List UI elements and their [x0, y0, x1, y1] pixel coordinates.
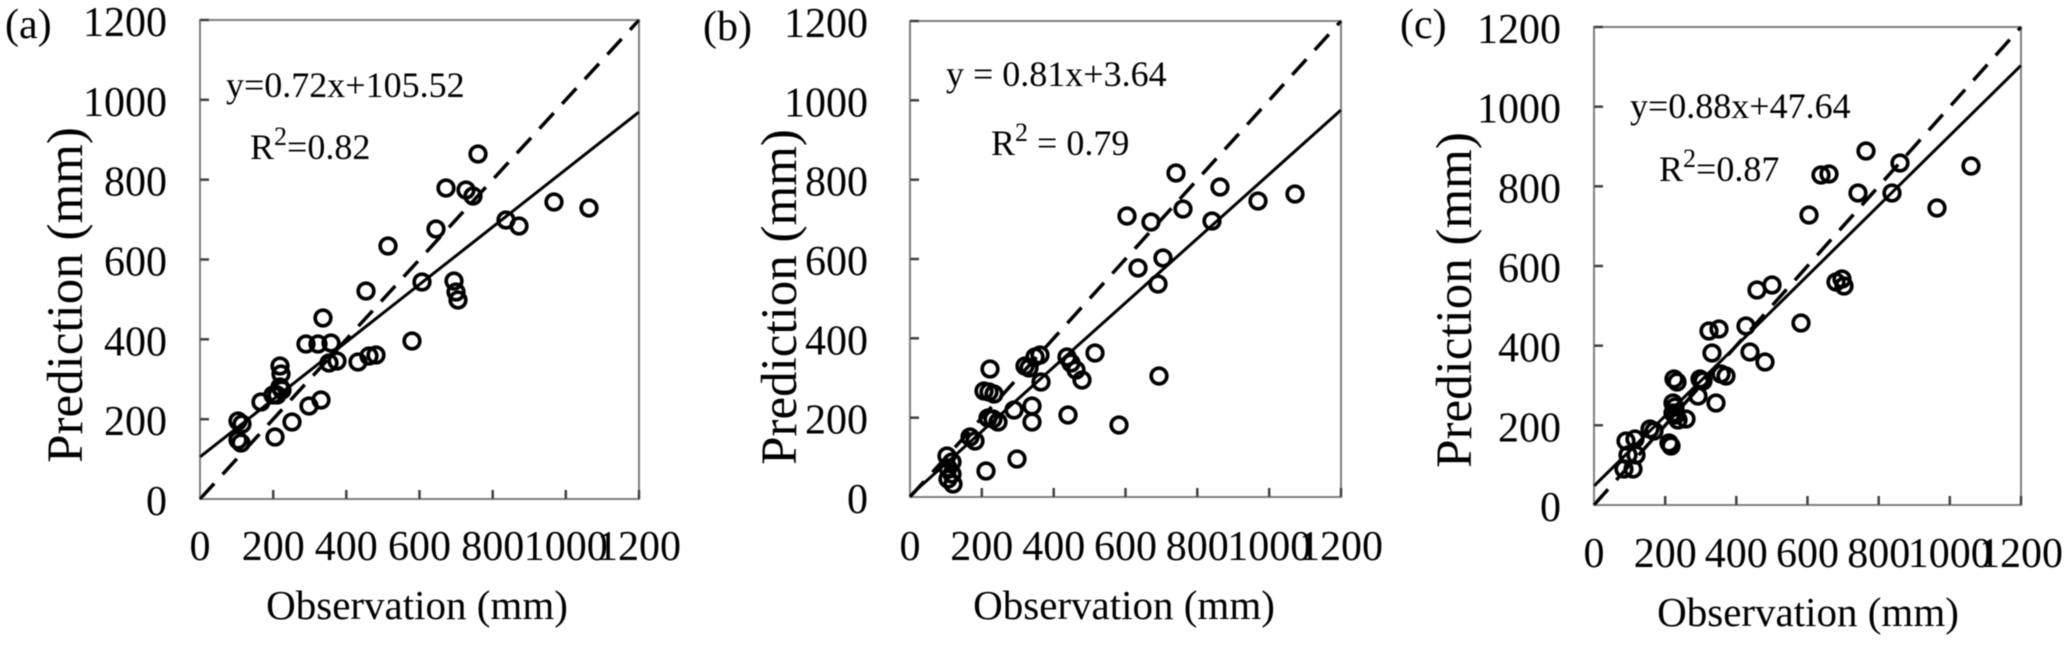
- svg-text:400: 400: [1498, 326, 1561, 372]
- svg-text:200: 200: [242, 524, 305, 570]
- svg-text:Prediction (mm): Prediction (mm): [752, 129, 808, 465]
- svg-text:200: 200: [104, 399, 167, 445]
- svg-text:1000: 1000: [784, 80, 868, 126]
- svg-text:1000: 1000: [1908, 531, 1992, 577]
- svg-text:400: 400: [1705, 531, 1768, 577]
- svg-text:Observation (mm): Observation (mm): [1657, 589, 1959, 635]
- svg-text:1200: 1200: [784, 1, 868, 47]
- svg-text:1200: 1200: [1477, 7, 1561, 53]
- svg-text:200: 200: [1634, 531, 1697, 577]
- svg-text:200: 200: [950, 524, 1013, 570]
- svg-text:400: 400: [315, 524, 378, 570]
- svg-text:200: 200: [805, 398, 868, 444]
- svg-text:400: 400: [104, 319, 167, 365]
- svg-text:y=0.88x+47.64: y=0.88x+47.64: [1630, 86, 1851, 126]
- svg-text:(a): (a): [5, 2, 52, 48]
- svg-text:0: 0: [847, 477, 868, 523]
- svg-text:800: 800: [1498, 166, 1561, 212]
- svg-text:1000: 1000: [1477, 87, 1561, 133]
- svg-text:800: 800: [1166, 524, 1229, 570]
- svg-text:Observation (mm): Observation (mm): [266, 582, 568, 628]
- svg-text:0: 0: [190, 524, 211, 570]
- svg-text:200: 200: [1498, 405, 1561, 451]
- svg-text:(b): (b): [703, 4, 752, 50]
- svg-text:400: 400: [805, 318, 868, 364]
- svg-text:Prediction (mm): Prediction (mm): [38, 127, 94, 463]
- svg-text:600: 600: [805, 239, 868, 285]
- svg-text:800: 800: [805, 160, 868, 206]
- svg-text:1200: 1200: [597, 524, 681, 570]
- svg-text:1000: 1000: [1227, 524, 1311, 570]
- svg-text:0: 0: [1584, 531, 1605, 577]
- svg-text:y=0.72x+105.52: y=0.72x+105.52: [226, 65, 465, 105]
- svg-text:600: 600: [104, 240, 167, 286]
- svg-text:1000: 1000: [524, 524, 608, 570]
- svg-text:600: 600: [1776, 531, 1839, 577]
- svg-text:600: 600: [1094, 524, 1157, 570]
- svg-text:400: 400: [1022, 524, 1085, 570]
- svg-text:R2 = 0.79: R2 = 0.79: [991, 118, 1129, 163]
- svg-text:600: 600: [388, 524, 451, 570]
- svg-text:R2=0.87: R2=0.87: [1659, 144, 1779, 189]
- svg-text:Prediction (mm): Prediction (mm): [1427, 132, 1483, 468]
- svg-text:1000: 1000: [83, 80, 167, 126]
- svg-text:800: 800: [104, 160, 167, 206]
- svg-text:1200: 1200: [83, 0, 167, 46]
- svg-text:800: 800: [1847, 531, 1910, 577]
- svg-text:R2=0.82: R2=0.82: [250, 122, 370, 167]
- svg-text:0: 0: [900, 524, 921, 570]
- svg-text:1200: 1200: [1979, 531, 2063, 577]
- svg-text:0: 0: [1540, 485, 1561, 531]
- svg-text:1200: 1200: [1299, 524, 1383, 570]
- svg-text:0: 0: [146, 479, 167, 525]
- svg-text:600: 600: [1498, 246, 1561, 292]
- svg-text:y = 0.81x+3.64: y = 0.81x+3.64: [946, 54, 1167, 94]
- svg-text:(c): (c): [1400, 2, 1447, 48]
- svg-text:800: 800: [461, 524, 524, 570]
- svg-text:Observation (mm): Observation (mm): [973, 582, 1275, 628]
